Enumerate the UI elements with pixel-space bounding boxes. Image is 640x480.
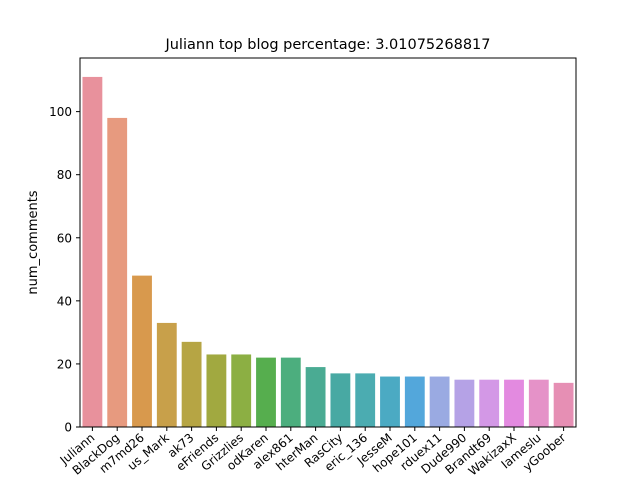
bars-group bbox=[82, 76, 574, 428]
y-tick-label: 40 bbox=[57, 294, 72, 308]
x-axis: JuliannBlackDogm7md26us_Markak73eFriends… bbox=[57, 427, 569, 478]
bar-18 bbox=[528, 379, 549, 427]
bar-6 bbox=[231, 354, 252, 427]
y-tick-label: 20 bbox=[57, 357, 72, 371]
bar-9 bbox=[305, 367, 326, 427]
bar-5 bbox=[206, 354, 227, 427]
bar-10 bbox=[330, 373, 351, 427]
bar-4 bbox=[181, 341, 202, 427]
y-tick-label: 60 bbox=[57, 231, 72, 245]
y-axis-label: num_comments bbox=[26, 190, 41, 294]
bar-13 bbox=[404, 376, 425, 427]
bar-3 bbox=[156, 322, 177, 427]
chart-title: Juliann top blog percentage: 3.010752688… bbox=[164, 37, 490, 53]
bar-17 bbox=[504, 379, 524, 427]
bar-8 bbox=[280, 357, 301, 427]
bar-15 bbox=[454, 379, 475, 427]
bar-7 bbox=[256, 357, 276, 427]
bar-19 bbox=[553, 382, 574, 427]
bar-14 bbox=[429, 376, 450, 427]
bar-2 bbox=[132, 275, 152, 427]
bar-11 bbox=[355, 373, 376, 427]
bar-16 bbox=[479, 379, 500, 427]
plot-frame bbox=[79, 57, 577, 428]
y-tick-label: 0 bbox=[64, 421, 72, 435]
bar-12 bbox=[380, 376, 400, 427]
y-tick-label: 80 bbox=[57, 168, 72, 182]
bar-0 bbox=[82, 76, 103, 428]
y-tick-label: 100 bbox=[49, 105, 72, 119]
bar-1 bbox=[107, 117, 128, 428]
y-axis: 0 20 40 60 80 100 bbox=[49, 105, 80, 435]
